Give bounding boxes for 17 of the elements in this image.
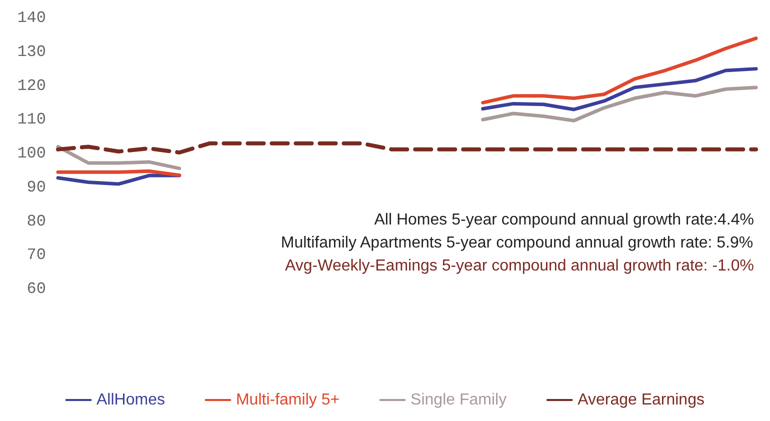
- y-tick-label: 130: [17, 42, 46, 61]
- annotation: All Homes 5-year compound annual growth rate:4.4%: [374, 212, 754, 228]
- annotation: Multifamily Apartments 5-year compound annual growth rate: 5.9%: [280, 234, 754, 252]
- legend-label: Multi-family 5+: [236, 392, 340, 408]
- legend-label: Average Earnings: [578, 392, 704, 408]
- y-tick-label: 60: [26, 280, 46, 298]
- legend-label: AllHomes: [96, 392, 165, 408]
- annotation: Avg-Weekly-Eamings 5-year compound annual growth rate: -1.0%: [285, 258, 754, 274]
- y-tick-label: 100: [17, 144, 46, 162]
- y-tick-label: 120: [17, 76, 46, 95]
- legend-label: Single Family: [410, 392, 507, 408]
- y-tick-label: 70: [26, 246, 46, 264]
- line-series: [56, 141, 758, 154]
- y-tick-label: 110: [17, 110, 46, 129]
- y-tick-label: 90: [26, 178, 46, 196]
- y-tick-label: 80: [26, 212, 46, 230]
- y-tick-label: 140: [17, 9, 46, 27]
